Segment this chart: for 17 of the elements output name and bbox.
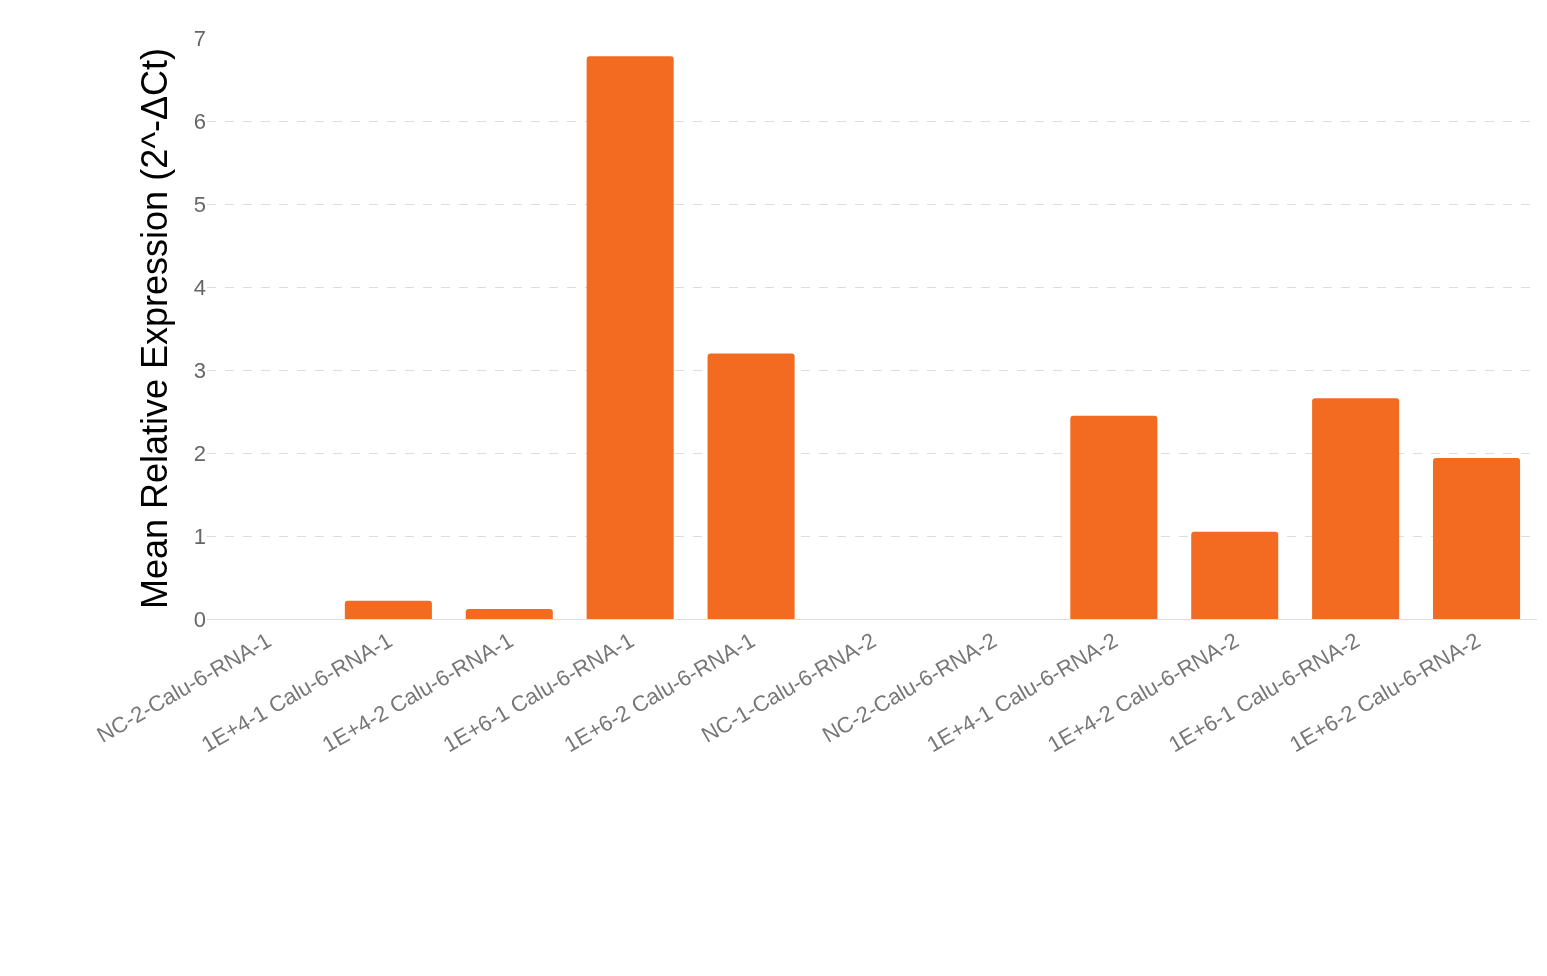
y-tick-label: 7	[193, 25, 206, 51]
bar	[344, 600, 432, 619]
bar	[1070, 415, 1158, 619]
bar	[1433, 457, 1521, 619]
y-tick-label: 0	[193, 606, 206, 632]
bar	[707, 353, 795, 619]
y-tick-label: 4	[193, 274, 206, 300]
bar	[586, 56, 674, 619]
bar	[1191, 531, 1279, 619]
bar	[465, 609, 553, 619]
y-tick-label: 2	[193, 440, 206, 466]
y-axis-title: Mean Relative Expression (2^-ΔCt)	[133, 47, 175, 610]
y-tick-label: 3	[193, 357, 206, 383]
y-tick-label: 6	[193, 108, 206, 134]
y-tick-label: 1	[193, 523, 206, 549]
bar	[1312, 398, 1400, 619]
y-tick-label: 5	[193, 191, 206, 217]
